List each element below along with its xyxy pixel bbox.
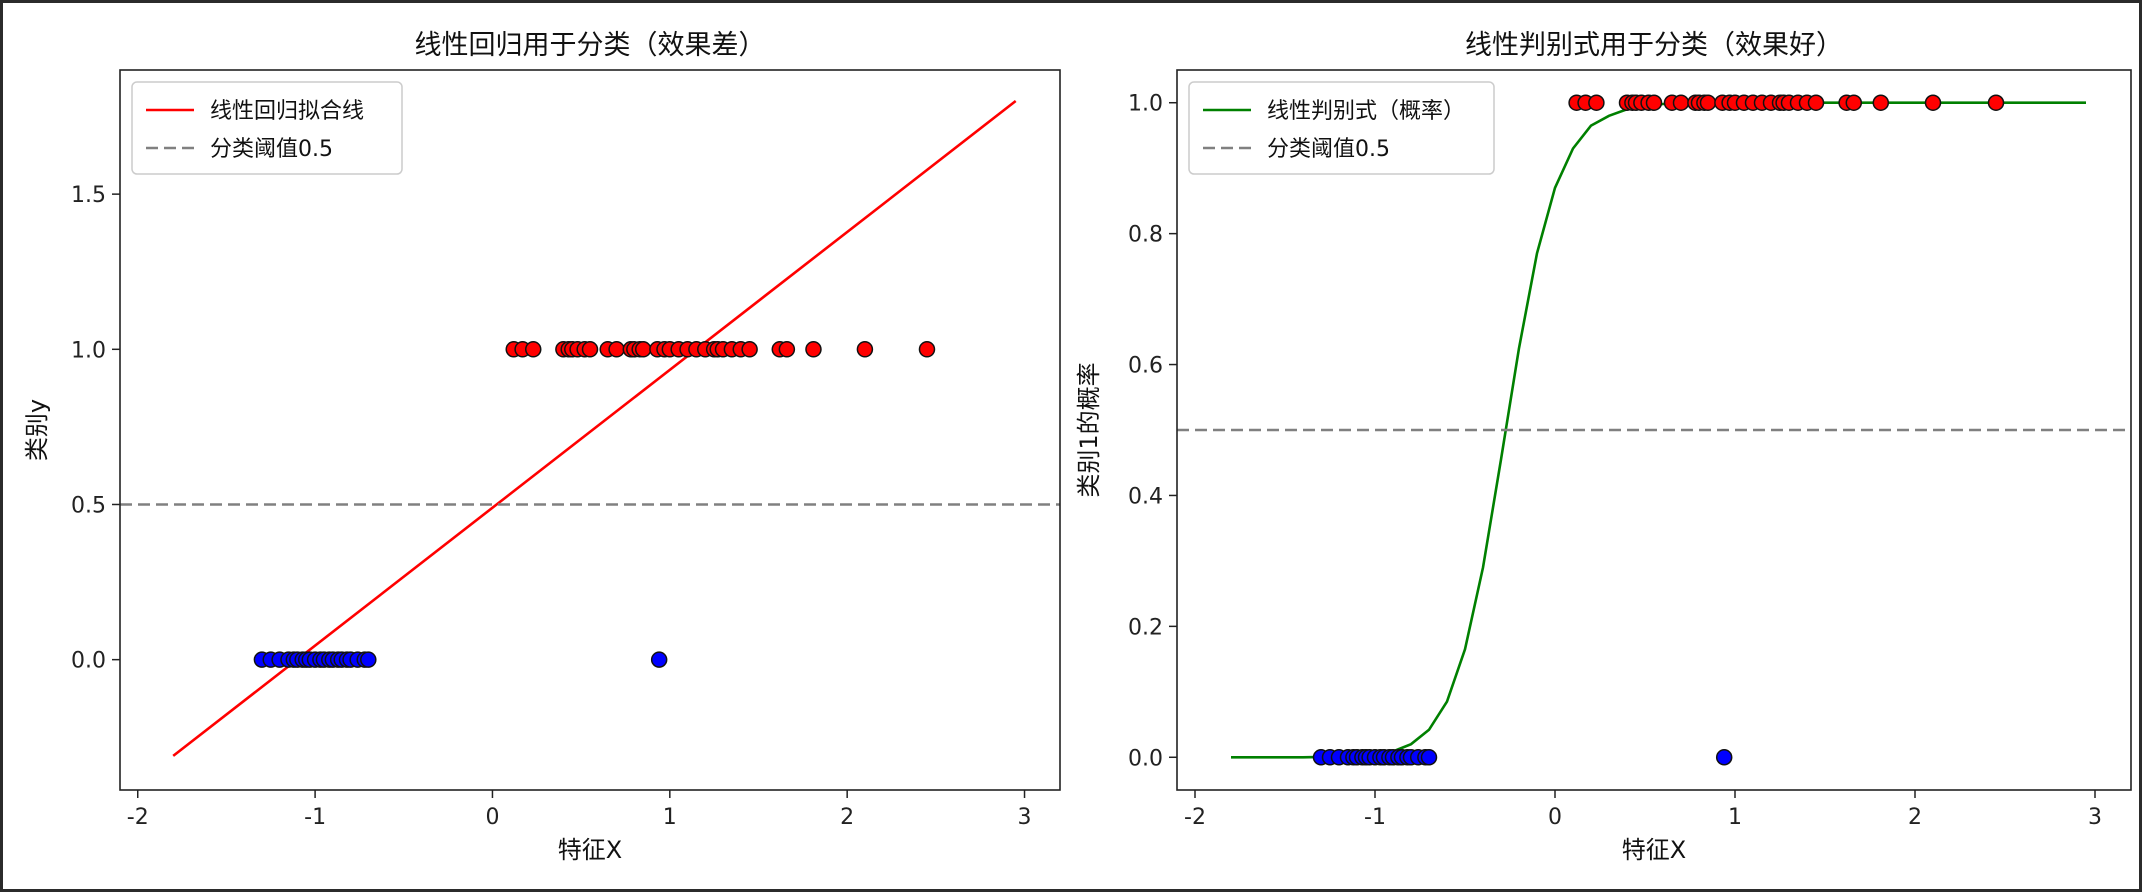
data-point-class1 (1699, 94, 1717, 111)
legend-box (131, 81, 403, 175)
y-tick-label: 1.0 (1128, 92, 1163, 117)
data-point-class1 (1588, 94, 1605, 111)
data-point-class1 (1872, 94, 1890, 111)
data-point-class1 (1807, 94, 1825, 111)
legend-label: 线性判别式（概率） (1267, 99, 1465, 124)
chart-panel-2: 线性判别式用于分类（效果好） -2 -1 0 1 2 3 0.0 0.2 0.4 0.6 0.8 1.0… (1075, 30, 2132, 864)
x-tick-label: -1 (1364, 805, 1386, 830)
data-point-class1 (856, 341, 874, 358)
x-tick-label: 1 (1728, 805, 1742, 830)
x-tick-label: 1 (663, 805, 677, 830)
data-point-class1 (1924, 94, 1942, 111)
legend-label: 分类阈值0.5 (1267, 137, 1390, 162)
plot-area (120, 99, 1060, 757)
legend-label: 线性回归拟合线 (210, 99, 364, 124)
x-axis-label: 特征X (558, 836, 622, 864)
x-tick-label: 0 (485, 805, 499, 830)
plot-area (1177, 94, 2131, 766)
x-tick-label: -1 (304, 805, 326, 830)
data-point-class1 (1845, 94, 1863, 111)
data-point-class0 (650, 651, 668, 668)
data-point-class1 (634, 341, 652, 358)
y-tick-label: 0.2 (1128, 615, 1163, 640)
y-axis-label: 类别1的概率 (1075, 362, 1103, 497)
fit-line (172, 99, 1017, 757)
data-point-class0 (1420, 749, 1438, 766)
data-point-class0 (360, 651, 377, 668)
legend: 线性判别式（概率） 分类阈值0.5 (1188, 81, 1495, 175)
x-axis-label: 特征X (1622, 836, 1686, 864)
data-point-class1 (741, 341, 758, 358)
data-point-class0 (1715, 749, 1733, 766)
x-tick-label: 0 (1548, 805, 1562, 830)
y-tick-label: 0.8 (1128, 223, 1163, 248)
chart-panel-1: 线性回归用于分类（效果差） -2 -1 0 1 2 3 0.0 0.5 1.0 1.5 特征X 类别y 线… (23, 30, 1061, 864)
y-axis-label: 类别y (23, 399, 51, 461)
y-tick-label: 0.0 (1128, 746, 1163, 771)
data-point-class1 (1672, 94, 1690, 111)
x-tick-label: 2 (840, 805, 854, 830)
x-tick-label: -2 (127, 805, 149, 830)
plot-frame (1176, 69, 2132, 791)
y-tick-label: 0.6 (1128, 354, 1163, 379)
y-tick-label: 0.0 (71, 649, 106, 674)
x-tick-label: -2 (1184, 805, 1206, 830)
x-tick-label: 3 (1018, 805, 1032, 830)
y-tick-label: 1.5 (71, 183, 106, 208)
data-point-class1 (524, 341, 542, 358)
x-tick-label: 2 (1908, 805, 1922, 830)
data-point-class1 (805, 341, 822, 358)
y-tick-label: 0.4 (1128, 484, 1163, 509)
y-tick-label: 1.0 (71, 338, 106, 363)
data-point-class1 (778, 341, 796, 358)
x-tick-label: 3 (2088, 805, 2102, 830)
chart-title: 线性回归用于分类（效果差） (415, 30, 766, 61)
chart-title: 线性判别式用于分类（效果好） (1465, 30, 1843, 61)
data-point-class1 (1645, 94, 1663, 111)
data-point-class1 (1987, 94, 2005, 111)
data-point-class1 (581, 341, 599, 358)
plot-frame (119, 69, 1061, 791)
data-point-class1 (608, 341, 625, 358)
legend-box (1188, 81, 1495, 175)
data-point-class1 (918, 341, 936, 358)
legend-label: 分类阈值0.5 (210, 137, 333, 162)
y-tick-label: 0.5 (71, 493, 106, 518)
